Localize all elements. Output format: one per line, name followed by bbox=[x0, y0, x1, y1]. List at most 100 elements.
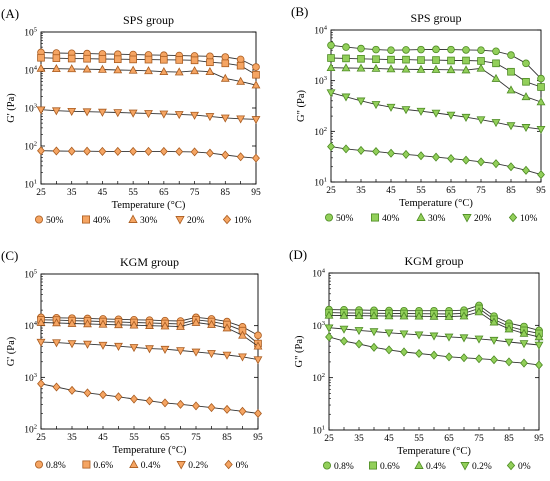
data-point bbox=[504, 324, 514, 333]
data-point bbox=[522, 165, 530, 175]
legend-marker bbox=[128, 214, 138, 223]
series-1 bbox=[327, 41, 545, 83]
data-point bbox=[99, 390, 107, 400]
x-tick-label: 65 bbox=[444, 434, 454, 444]
x-tick-label: 75 bbox=[190, 188, 200, 198]
data-point bbox=[370, 342, 378, 352]
data-point bbox=[36, 317, 46, 326]
data-point bbox=[460, 353, 468, 363]
series-5 bbox=[37, 146, 260, 163]
data-point bbox=[340, 336, 348, 346]
x-tick-label: 45 bbox=[98, 188, 108, 198]
y-tick-label: 104 bbox=[24, 65, 38, 77]
data-point bbox=[98, 341, 108, 350]
data-point bbox=[174, 67, 184, 76]
data-point bbox=[399, 311, 409, 320]
legend-marker bbox=[35, 215, 44, 224]
chart-panel-4: (D) KGM group 101 102 103 104 25 35 45 55 65 75 85 95… bbox=[289, 247, 544, 472]
data-point bbox=[160, 345, 170, 354]
data-point bbox=[387, 55, 395, 64]
data-point bbox=[507, 67, 515, 76]
x-tick-label: 85 bbox=[504, 434, 514, 444]
data-point bbox=[372, 45, 380, 54]
legend-label: 40% bbox=[93, 216, 111, 226]
legend-marker bbox=[462, 214, 472, 223]
data-point bbox=[444, 311, 454, 320]
legend-marker bbox=[82, 460, 91, 469]
legend: 0.8% 0.6% 0.4% 0.2% 0% bbox=[322, 460, 531, 472]
data-point bbox=[386, 103, 396, 112]
data-point bbox=[415, 348, 423, 358]
data-point bbox=[462, 46, 470, 54]
data-point bbox=[489, 336, 499, 345]
data-point bbox=[129, 344, 139, 353]
data-point bbox=[522, 77, 530, 86]
y-tick-label: 102 bbox=[312, 372, 325, 384]
data-point bbox=[174, 111, 184, 120]
data-point bbox=[190, 56, 199, 65]
data-point bbox=[83, 340, 92, 349]
panel-label: (A) bbox=[1, 6, 19, 21]
legend-marker bbox=[322, 461, 331, 470]
y-axis-label: G' (Pa) bbox=[6, 93, 17, 123]
data-point bbox=[253, 341, 263, 350]
legend-label: 20% bbox=[474, 214, 492, 224]
legend-marker bbox=[416, 212, 426, 221]
series-3 bbox=[36, 63, 261, 89]
data-point bbox=[220, 73, 230, 82]
data-point bbox=[537, 74, 545, 83]
data-point bbox=[522, 59, 530, 68]
x-tick-label: 65 bbox=[160, 433, 170, 443]
legend-marker bbox=[506, 460, 516, 471]
data-point bbox=[236, 76, 246, 85]
data-point bbox=[431, 64, 441, 73]
data-point bbox=[430, 350, 438, 360]
data-point bbox=[474, 335, 484, 344]
data-point bbox=[176, 321, 185, 330]
y-tick-label: 105 bbox=[24, 269, 37, 281]
x-tick-label: 75 bbox=[191, 433, 201, 443]
data-point bbox=[326, 62, 336, 72]
data-point bbox=[159, 110, 169, 119]
data-point bbox=[324, 324, 334, 333]
data-point bbox=[51, 63, 61, 73]
data-point bbox=[238, 330, 247, 339]
y-axis-label: G" (Pa) bbox=[294, 335, 305, 367]
data-point bbox=[507, 162, 515, 172]
x-tick-label: 45 bbox=[98, 433, 108, 443]
legend-marker bbox=[222, 214, 232, 225]
legend-label: 0.8% bbox=[46, 461, 66, 471]
x-axis-label: Temperature (°C) bbox=[397, 446, 471, 457]
data-point bbox=[356, 97, 366, 106]
data-point bbox=[236, 115, 246, 124]
legend-label: 10% bbox=[520, 214, 538, 224]
legend-label: 0% bbox=[236, 461, 249, 471]
legend-marker bbox=[460, 462, 470, 471]
data-point bbox=[504, 338, 514, 347]
panel-label: (D) bbox=[289, 247, 307, 262]
data-point bbox=[252, 153, 260, 163]
legend-marker bbox=[370, 213, 379, 222]
data-point bbox=[128, 65, 138, 74]
data-point bbox=[534, 332, 544, 341]
data-point bbox=[401, 64, 411, 73]
data-point bbox=[253, 356, 263, 365]
data-point bbox=[175, 56, 184, 64]
series-2 bbox=[327, 54, 545, 91]
data-point bbox=[490, 355, 498, 365]
chart-title: KGM group bbox=[120, 255, 179, 269]
x-tick-label: 25 bbox=[36, 188, 46, 198]
data-point bbox=[402, 46, 410, 54]
data-point bbox=[432, 152, 440, 162]
x-tick-label: 85 bbox=[221, 188, 231, 198]
data-point bbox=[98, 108, 107, 117]
x-tick-label: 65 bbox=[446, 186, 456, 196]
data-point bbox=[223, 404, 231, 414]
data-point bbox=[401, 106, 411, 115]
x-tick-label: 25 bbox=[326, 186, 336, 196]
data-point bbox=[414, 311, 424, 320]
data-point bbox=[190, 111, 199, 120]
data-point bbox=[144, 110, 153, 119]
data-point bbox=[417, 151, 425, 161]
data-point bbox=[222, 351, 232, 360]
